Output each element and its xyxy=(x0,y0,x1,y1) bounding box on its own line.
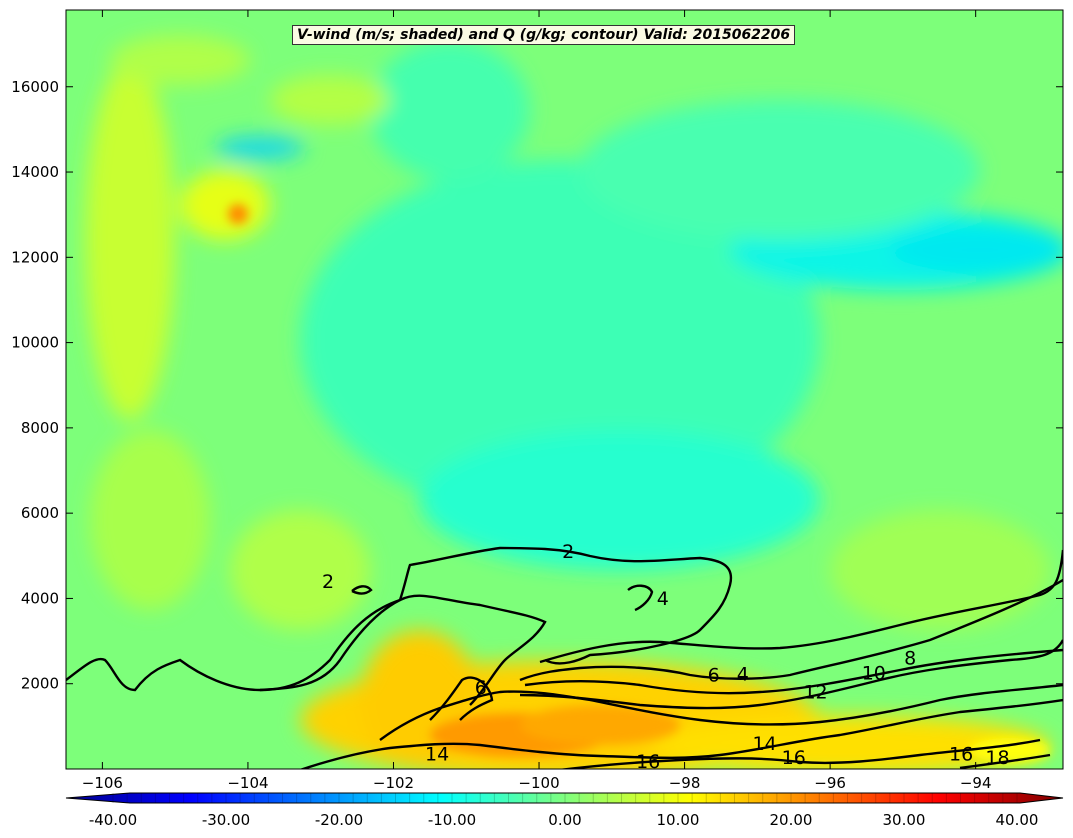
contour-6 xyxy=(429,676,494,721)
colorbar-label: 0.00 xyxy=(548,811,581,829)
contour-label: 4 xyxy=(657,588,669,610)
colorbar-label: 20.00 xyxy=(770,811,813,829)
contour-18 xyxy=(959,753,1051,769)
x-tick-label: −94 xyxy=(960,774,992,792)
contour-label: 2 xyxy=(322,571,334,593)
y-tick-label: 8000 xyxy=(21,419,59,437)
contour-label: 2 xyxy=(562,541,574,563)
colorbar: -40.00 -30.00 -20.00 -10.00 0.00 10.00 20.00 30… xyxy=(65,792,1064,829)
colorbar-label: -10.00 xyxy=(428,811,476,829)
y-tick-label: 14000 xyxy=(11,163,59,181)
contour-12b xyxy=(379,683,1063,741)
colorbar-label: -40.00 xyxy=(89,811,137,829)
contour-label: 16 xyxy=(782,747,806,769)
contour-label: 18 xyxy=(985,747,1009,769)
x-tick-label: −102 xyxy=(373,774,414,792)
q-contours xyxy=(66,546,1063,769)
x-tick-label: −106 xyxy=(82,774,123,792)
colorbar-label: -30.00 xyxy=(202,811,250,829)
contour-2b xyxy=(351,585,373,595)
contour-label: 4 xyxy=(737,663,749,685)
contour-label: 16 xyxy=(949,743,973,765)
contour-label: 14 xyxy=(753,733,777,755)
y-axis: 2000 4000 6000 8000 10000 12000 14000 16000 xyxy=(11,78,1063,693)
contour-2 xyxy=(66,546,733,692)
colorbar-label: 40.00 xyxy=(996,811,1039,829)
contour-label: 16 xyxy=(636,751,660,773)
contour-label: 12 xyxy=(803,682,827,704)
colorbar-body xyxy=(65,792,1064,804)
chart-title: V-wind (m/s; shaded) and Q (g/kg; contou… xyxy=(292,25,796,45)
colorbar-label: 30.00 xyxy=(883,811,926,829)
colorbar-label: -20.00 xyxy=(315,811,363,829)
y-tick-label: 12000 xyxy=(11,248,59,266)
contour-14 xyxy=(299,698,1063,769)
contour-16 xyxy=(559,738,1041,769)
contour-4 xyxy=(627,584,654,612)
contour-4b xyxy=(259,594,547,706)
plot-frame xyxy=(65,9,1064,770)
contour-10 xyxy=(524,648,1063,695)
contour-label: 8 xyxy=(904,648,916,670)
contour-6b xyxy=(519,578,1063,682)
x-tick-label: −104 xyxy=(227,774,268,792)
y-tick-label: 16000 xyxy=(11,78,59,96)
y-tick-label: 10000 xyxy=(11,334,59,352)
x-tick-label: −96 xyxy=(814,774,846,792)
x-axis: −106 −104 −102 −100 −98 −96 −94 xyxy=(82,10,992,792)
y-tick-label: 4000 xyxy=(21,589,59,607)
contour-12 xyxy=(519,639,1063,710)
colorbar-label: 10.00 xyxy=(657,811,700,829)
colorbar-ticks: -40.00 -30.00 -20.00 -10.00 0.00 10.00 20.00 30… xyxy=(89,793,1039,829)
contour-label: 6 xyxy=(708,665,720,687)
contour-8 xyxy=(539,549,1063,664)
contour-label: 10 xyxy=(862,662,886,684)
y-tick-label: 6000 xyxy=(21,504,59,522)
contour-label: 14 xyxy=(425,743,449,765)
shaded-field xyxy=(66,10,1063,769)
y-tick-label: 2000 xyxy=(21,675,59,693)
x-tick-label: −100 xyxy=(518,774,559,792)
contour-label: 6 xyxy=(475,677,487,699)
x-tick-label: −98 xyxy=(669,774,701,792)
